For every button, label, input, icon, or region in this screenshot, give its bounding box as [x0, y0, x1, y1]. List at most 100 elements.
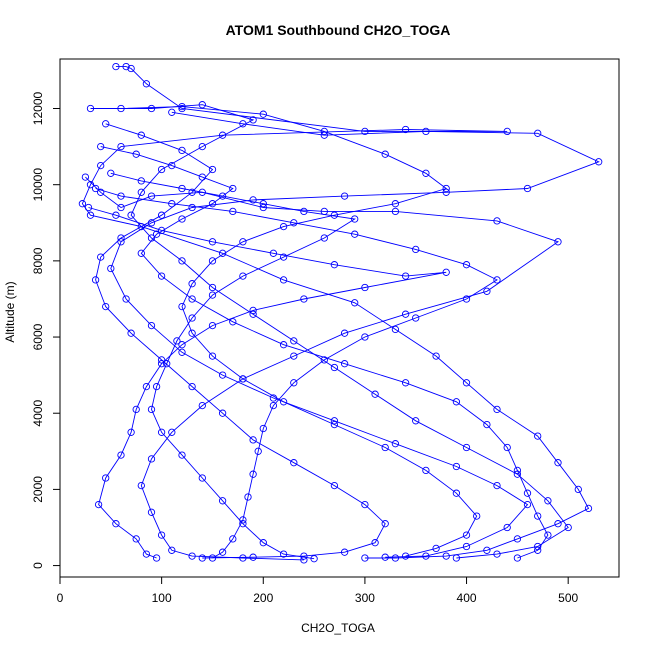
data-point — [503, 127, 511, 136]
data-point — [442, 552, 450, 560]
data-point — [137, 481, 145, 490]
data-point — [432, 352, 440, 360]
data-point — [168, 428, 176, 436]
data-point — [320, 127, 328, 136]
data-point — [412, 417, 420, 425]
data-point — [503, 443, 511, 452]
data-point — [554, 459, 562, 467]
data-point — [422, 127, 430, 136]
data-point — [127, 329, 135, 337]
data-point — [513, 554, 522, 562]
data-point — [198, 101, 206, 109]
data-point — [147, 508, 156, 516]
data-point — [523, 184, 532, 193]
y-tick-label: 12000 — [31, 92, 45, 126]
y-tick-label: 6000 — [31, 323, 45, 350]
data-point — [513, 535, 522, 543]
data-point — [239, 554, 247, 562]
data-point — [330, 417, 339, 425]
data-series — [107, 169, 359, 563]
data-point — [249, 470, 257, 478]
data-point — [361, 554, 369, 562]
data-point — [132, 150, 140, 158]
data-point — [249, 310, 257, 318]
data-point — [198, 474, 206, 482]
data-point — [178, 184, 186, 193]
data-point — [208, 291, 217, 299]
data-point — [218, 249, 227, 257]
x-tick-label: 100 — [152, 591, 172, 605]
data-point — [493, 217, 501, 225]
x-axis-label: CH2O_TOGA — [301, 621, 375, 635]
data-point — [290, 219, 298, 227]
data-point — [157, 272, 166, 280]
data-point — [361, 333, 369, 341]
series-layer — [78, 62, 603, 564]
data-point — [279, 550, 288, 558]
data-point — [137, 177, 145, 185]
data-point — [147, 405, 156, 414]
data-point — [330, 363, 339, 372]
data-point — [554, 520, 562, 528]
data-point — [112, 520, 120, 528]
data-point — [361, 127, 369, 136]
data-point — [564, 523, 572, 532]
data-point — [279, 253, 288, 261]
data-point — [142, 80, 151, 88]
x-tick-label: 500 — [558, 591, 578, 605]
data-point — [239, 375, 247, 383]
data-point — [462, 531, 471, 539]
data-series — [91, 120, 389, 562]
data-point — [91, 276, 100, 284]
y-tick-label: 0 — [31, 562, 45, 569]
data-point — [371, 390, 379, 398]
data-point — [493, 550, 501, 558]
data-point — [279, 341, 288, 349]
data-point — [208, 257, 217, 265]
data-point — [137, 131, 145, 139]
data-point — [218, 548, 227, 556]
data-point — [442, 184, 450, 193]
series-line — [120, 106, 478, 557]
data-point — [168, 161, 176, 170]
data-point — [208, 554, 217, 562]
data-point — [112, 62, 120, 71]
data-point — [300, 207, 308, 216]
data-point — [381, 150, 389, 158]
data-point — [462, 295, 471, 303]
series-line — [95, 188, 498, 559]
data-point — [422, 552, 430, 560]
data-point — [462, 542, 471, 551]
data-point — [595, 158, 603, 166]
data-point — [259, 424, 267, 433]
data-point — [310, 555, 318, 563]
data-point — [127, 64, 135, 73]
data-point — [229, 535, 237, 543]
data-point — [493, 405, 501, 414]
data-point — [401, 310, 410, 318]
data-point — [391, 440, 400, 448]
data-point — [152, 382, 161, 391]
data-point — [544, 531, 552, 539]
data-point — [391, 325, 400, 334]
data-point — [290, 459, 298, 467]
data-point — [198, 401, 206, 410]
y-axis: 0 2000 4000 6000 8000 10000 12000 — [31, 92, 61, 569]
data-point — [249, 553, 257, 561]
data-point — [208, 321, 217, 330]
data-point — [300, 295, 308, 303]
data-point — [493, 481, 501, 490]
data-point — [84, 203, 93, 212]
data-point — [78, 200, 87, 208]
data-point — [249, 116, 257, 124]
data-point — [117, 142, 125, 151]
data-point — [168, 108, 176, 116]
data-point — [422, 169, 430, 177]
y-tick-label: 8000 — [31, 247, 45, 274]
x-tick-label: 400 — [457, 591, 477, 605]
data-point — [269, 401, 278, 410]
data-point — [178, 348, 186, 356]
data-point — [371, 539, 379, 547]
data-point — [147, 455, 156, 463]
